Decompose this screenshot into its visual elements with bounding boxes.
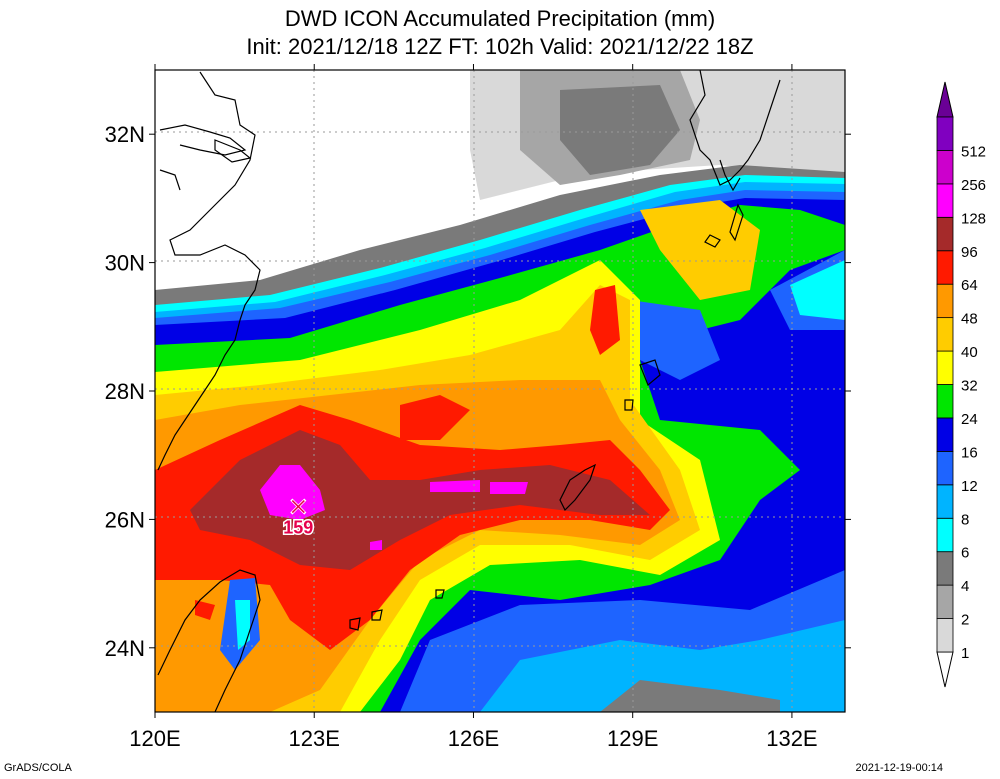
map-title: DWD ICON Accumulated Precipitation (mm): [284, 6, 716, 31]
colorbar-swatch: [936, 450, 954, 486]
colorbar-label: 128: [961, 210, 986, 227]
colorbar-swatch: [936, 350, 954, 385]
lat-label: 24N: [105, 636, 145, 661]
lon-label: 120E: [129, 726, 180, 751]
footer-right: 2021-12-19-00:14: [855, 762, 943, 774]
footer-left: GrADS/COLA: [4, 762, 72, 774]
colorbar-label: 256: [961, 177, 986, 194]
colorbar-swatch: [936, 384, 954, 419]
lat-label: 32N: [105, 122, 145, 147]
colorbar-swatch: [936, 417, 954, 452]
colorbar-swatch: [936, 317, 954, 352]
lat-label: 28N: [105, 379, 145, 404]
colorbar-label: 96: [961, 244, 978, 261]
max-marker-cross: [291, 500, 305, 514]
max-marker-label: 159: [283, 518, 313, 538]
lat-label: 26N: [105, 507, 145, 532]
colorbar-bottom-arrow: [936, 651, 954, 688]
graticule: [155, 70, 845, 712]
colorbar-label: 12: [961, 478, 978, 495]
colorbar-swatch: [936, 484, 954, 519]
map-subtitle: Init: 2021/12/18 12Z FT: 102h Valid: 202…: [246, 34, 754, 59]
lon-label: 132E: [766, 726, 817, 751]
colorbar-label: 6: [961, 545, 969, 562]
colorbar-swatch: [936, 216, 954, 252]
coastlines: [157, 70, 781, 712]
colorbar-label: 1: [961, 645, 969, 662]
colorbar-swatch: [936, 250, 954, 285]
colorbar-swatch: [936, 618, 954, 653]
colorbar-label: 8: [961, 511, 969, 528]
lat-label: 30N: [105, 251, 145, 276]
colorbar-swatch: [936, 584, 954, 619]
lon-label: 129E: [607, 726, 658, 751]
precipitation-field: [155, 70, 845, 712]
colorbar-label: 64: [961, 277, 978, 294]
colorbar-label: 2: [961, 612, 969, 629]
max-precip-marker: 159: [282, 498, 315, 539]
colorbar-label: 48: [961, 311, 978, 328]
colorbar-swatch: [936, 551, 954, 586]
colorbar-label: 32: [961, 378, 978, 395]
colorbar-label: 40: [961, 344, 978, 361]
colorbar-swatch: [936, 283, 954, 319]
colorbar-label: 16: [961, 444, 978, 461]
lon-label: 126E: [448, 726, 499, 751]
colorbar-label: 512: [961, 143, 986, 160]
colorbar-label: 4: [961, 578, 969, 595]
colorbar-swatch: [936, 150, 954, 185]
colorbar-top-arrow: [936, 81, 954, 118]
lon-label: 123E: [289, 726, 340, 751]
colorbar-label: 24: [961, 411, 978, 428]
colorbar-swatch: [936, 116, 954, 151]
colorbar-swatch: [936, 183, 954, 218]
colorbar-swatch: [936, 517, 954, 553]
